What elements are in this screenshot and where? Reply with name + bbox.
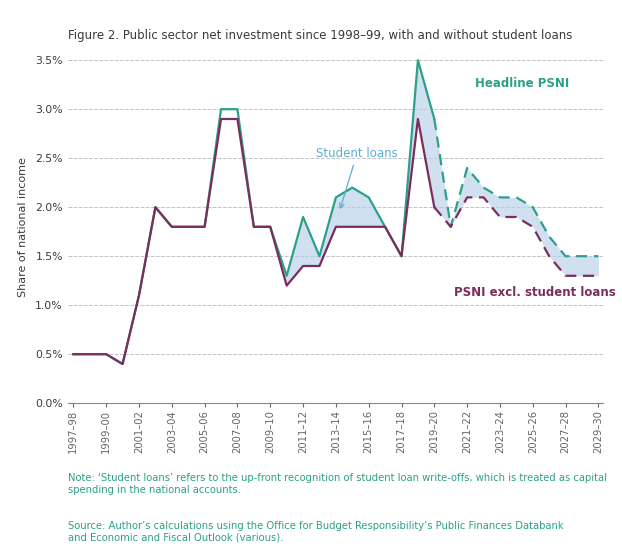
Y-axis label: Share of national income: Share of national income: [18, 157, 28, 297]
Text: Source: Author’s calculations using the Office for Budget Responsibility’s Publi: Source: Author’s calculations using the …: [68, 521, 564, 543]
Text: PSNI excl. student loans: PSNI excl. student loans: [454, 286, 616, 298]
Text: Headline PSNI: Headline PSNI: [475, 77, 570, 90]
Text: Student loans: Student loans: [316, 147, 398, 208]
Text: Figure 2. Public sector net investment since 1998–99, with and without student l: Figure 2. Public sector net investment s…: [68, 29, 573, 43]
Text: Note: ‘Student loans’ refers to the up-front recognition of student loan write-o: Note: ‘Student loans’ refers to the up-f…: [68, 473, 608, 495]
